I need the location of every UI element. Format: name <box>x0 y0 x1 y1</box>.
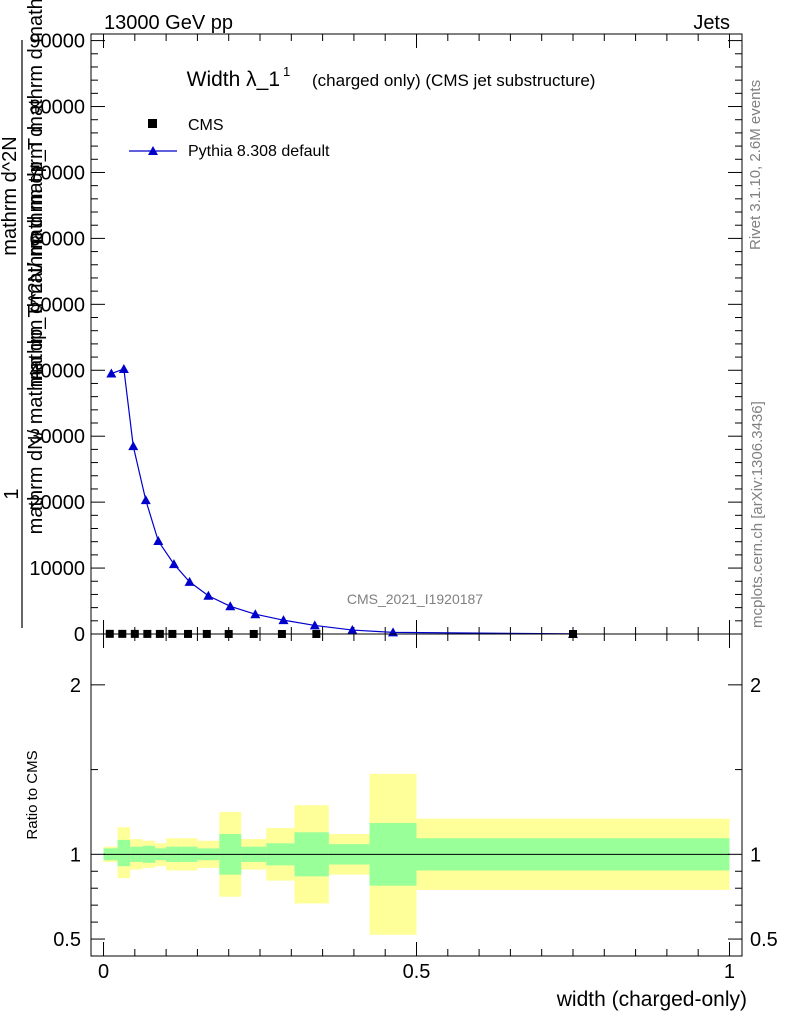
mcplots-label: mcplots.cern.ch [arXiv:1306.3436] <box>749 401 766 628</box>
y-tick-label: 10000 <box>29 558 85 580</box>
pythia-marker <box>140 495 151 505</box>
ratio-y-axis-label: Ratio to CMS <box>24 750 41 839</box>
y-axis-label-numerator: 1 <box>1 488 23 499</box>
y-tick-label: 80000 <box>29 97 85 119</box>
ratio-bands <box>103 773 730 935</box>
bottom-axis-ticks: 0.5 0.5 1 1 2 2 0 0.5 1 <box>53 634 778 983</box>
y-tick-label: 70000 <box>29 162 85 184</box>
x-axis-label: width (charged-only) <box>556 988 747 1011</box>
pythia-marker <box>278 615 289 625</box>
top-axis-ticks: 0 10000 20000 30000 40000 50000 60000 70000 8000… <box>29 31 742 646</box>
y-axis-label-denominator: mathrm dN/ mathrm dp_T mathrm d mathrm d <box>25 126 47 535</box>
y-tick-label: 20000 <box>29 492 85 514</box>
y-axis-label-numerator-2: mathrm d^2N <box>0 136 21 255</box>
legend-pythia-marker <box>148 146 158 155</box>
pythia-line <box>111 368 573 635</box>
pythia-marker <box>309 620 320 630</box>
y-tick-label: 60000 <box>29 228 85 250</box>
header-right: Jets <box>693 12 730 34</box>
pythia-marker <box>153 536 164 546</box>
pythia-marker <box>168 559 179 569</box>
main-plot-panel: Width λ_1 1 (charged only) (CMS jet subs… <box>0 0 743 646</box>
ratio-plot-panel: 0.5 0.5 1 1 2 2 0 0.5 1 Ratio to CMS width (char… <box>24 633 778 1011</box>
x-tick-label: 0 <box>98 961 109 983</box>
pythia-marker <box>250 609 261 619</box>
legend-pythia-label: Pythia 8.308 default <box>188 143 330 160</box>
ratio-y-tick-label: 0.5 <box>53 929 81 951</box>
pythia-marker <box>184 576 195 586</box>
y-tick-label: 0 <box>74 624 85 646</box>
pythia-marker <box>106 368 117 378</box>
ratio-y-tick-label-right: 0.5 <box>750 929 778 951</box>
ratio-inner-band <box>117 839 131 867</box>
ratio-y-tick-label-right: 1 <box>750 844 761 866</box>
y-axis-label-denominator-2: mathrm d^2N/ mathrm dp_T mathrm d mathrm… <box>25 0 47 387</box>
pythia-marker <box>203 590 214 600</box>
legend-cms-marker <box>148 119 157 128</box>
legend: CMS Pythia 8.308 default <box>129 117 330 160</box>
ratio-y-tick-label: 2 <box>70 675 81 697</box>
plot-title-detail: (charged only) (CMS jet substructure) <box>312 71 595 90</box>
top-series <box>105 363 578 638</box>
y-tick-label: 50000 <box>29 294 85 316</box>
plot-title: Width λ_1 <box>187 68 280 91</box>
y-tick-label: 90000 <box>29 31 85 53</box>
pythia-marker <box>128 441 139 451</box>
ratio-plot-frame <box>90 633 743 957</box>
pythia-marker <box>118 363 129 373</box>
pythia-marker <box>347 625 358 635</box>
pythia-marker <box>225 601 236 611</box>
x-tick-label: 1 <box>724 961 735 983</box>
header-left: 13000 GeV pp <box>104 12 233 34</box>
y-tick-label: 30000 <box>29 426 85 448</box>
analysis-watermark: CMS_2021_I1920187 <box>347 591 483 607</box>
rivet-version-label: Rivet 3.1.10, 2.6M events <box>747 80 764 250</box>
ratio-y-tick-label: 1 <box>70 844 81 866</box>
x-tick-label: 0.5 <box>403 961 431 983</box>
ratio-y-tick-label-right: 2 <box>750 675 761 697</box>
y-tick-label: 40000 <box>29 360 85 382</box>
legend-cms-label: CMS <box>188 117 224 134</box>
plot-title-superscript: 1 <box>283 64 290 79</box>
